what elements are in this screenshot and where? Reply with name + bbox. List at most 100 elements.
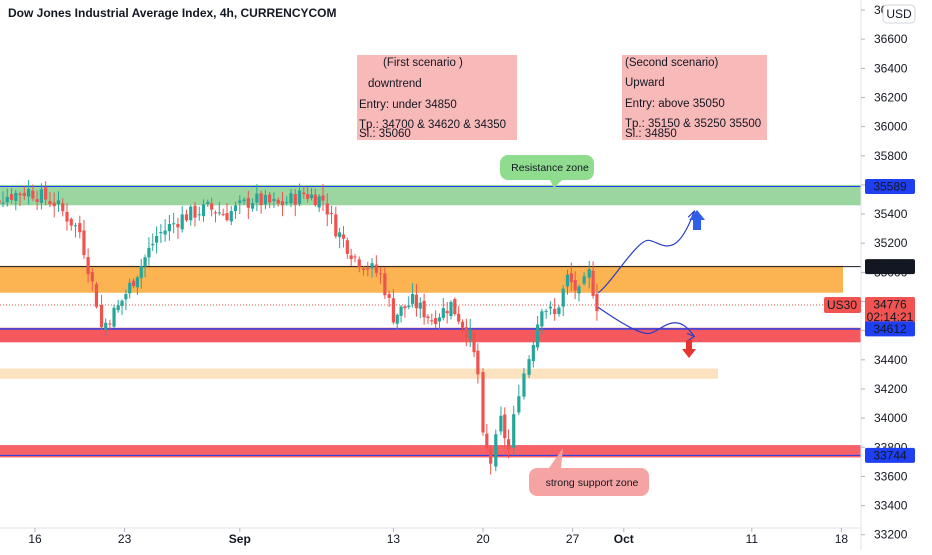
- price-label-value: 34612: [873, 322, 907, 336]
- candle: [285, 196, 289, 206]
- price-label: 35589: [865, 179, 915, 195]
- candle-body: [69, 218, 73, 226]
- support-zone-label: strong support zone: [546, 477, 639, 489]
- candle: [143, 254, 147, 278]
- zone-faint: [0, 368, 718, 379]
- candle-body: [306, 194, 310, 199]
- candle-body: [289, 193, 293, 204]
- candle: [272, 192, 276, 208]
- candle: [457, 306, 461, 325]
- candle-body: [31, 190, 35, 199]
- price-label-bg: [865, 321, 915, 337]
- candle: [135, 275, 139, 295]
- candle: [61, 198, 65, 217]
- chart-title: Dow Jones Industrial Average Index, 4h, …: [0, 4, 337, 22]
- candle: [259, 190, 263, 214]
- candle: [317, 194, 321, 213]
- second-scenario-entry: Entry: above 35050: [625, 98, 725, 110]
- candle: [481, 368, 485, 436]
- candle-body: [540, 311, 544, 327]
- second-scenario-tp: Tp.: 35150 & 35250 35500: [625, 118, 761, 130]
- candle-body: [391, 298, 395, 323]
- currency-button[interactable]: USD: [882, 4, 916, 24]
- candle: [238, 195, 242, 214]
- candle: [353, 254, 357, 263]
- candle: [213, 210, 218, 223]
- candle-body: [213, 212, 218, 214]
- candle: [321, 184, 325, 211]
- candle-body: [116, 305, 120, 311]
- candle: [201, 199, 206, 222]
- candle: [280, 191, 285, 217]
- candle-body: [259, 193, 263, 206]
- candle-body: [112, 307, 116, 327]
- candle: [517, 384, 521, 416]
- annotations-layer: (First scenario ) downtrend Entry: under 3…: [357, 55, 767, 496]
- candle-body: [499, 415, 503, 432]
- candle: [407, 296, 411, 310]
- candle: [18, 191, 22, 206]
- candle-body: [582, 276, 586, 284]
- candle-body: [90, 271, 94, 282]
- candle: [73, 222, 78, 238]
- price-label-bg: [865, 297, 915, 326]
- candle: [569, 262, 573, 292]
- candle: [56, 191, 61, 212]
- candle: [251, 198, 255, 212]
- candle-body: [437, 317, 442, 322]
- candle: [39, 183, 43, 210]
- second-scenario-box: [622, 55, 767, 140]
- candle-body: [407, 305, 411, 308]
- candle-body: [5, 196, 9, 203]
- candle: [338, 227, 342, 249]
- candle-body: [383, 273, 387, 296]
- currency-button-frame[interactable]: [882, 4, 916, 24]
- candle: [434, 310, 438, 329]
- candle: [217, 201, 221, 216]
- candle: [391, 289, 395, 325]
- candle: [69, 217, 73, 231]
- candle: [5, 188, 9, 207]
- candle: [233, 201, 238, 219]
- price-label-bg: [865, 259, 915, 275]
- candle: [383, 267, 387, 299]
- currency-label[interactable]: USD: [886, 7, 912, 21]
- candle-body: [395, 314, 399, 324]
- candle-body: [193, 205, 197, 218]
- candle-body: [366, 267, 370, 270]
- candle-body: [434, 318, 438, 325]
- candle-body: [0, 199, 1, 204]
- candle-body: [449, 301, 453, 317]
- candle: [334, 206, 338, 239]
- candle: [193, 201, 197, 227]
- candle: [449, 300, 453, 320]
- candle-body: [167, 224, 171, 232]
- candle: [180, 206, 184, 233]
- candle: [197, 206, 201, 221]
- candle-body: [61, 203, 65, 212]
- candle: [116, 299, 120, 313]
- time-tick-label: Sep: [229, 532, 251, 546]
- candle: [108, 319, 112, 330]
- candle-body: [476, 350, 480, 375]
- candle-body: [457, 313, 461, 322]
- downward-path-arrowhead: [686, 332, 696, 341]
- first-scenario-box: [357, 55, 517, 140]
- candle-body: [52, 202, 56, 207]
- candle-body: [313, 194, 317, 206]
- candle: [395, 313, 399, 330]
- candle-body: [565, 274, 570, 287]
- candle-body: [361, 268, 366, 270]
- support-zone-callout: strong support zone: [529, 448, 649, 496]
- candle-body: [418, 302, 422, 309]
- first-scenario-title: (First scenario ): [383, 57, 463, 69]
- candle-body: [99, 304, 104, 328]
- candle: [325, 193, 329, 227]
- up-arrow-icon: [689, 210, 705, 230]
- candle-body: [411, 294, 415, 304]
- candle: [512, 405, 516, 456]
- candle-body: [246, 198, 250, 208]
- price-label-countdown: 02:14:21: [867, 310, 914, 324]
- zones-layer: [0, 184, 861, 458]
